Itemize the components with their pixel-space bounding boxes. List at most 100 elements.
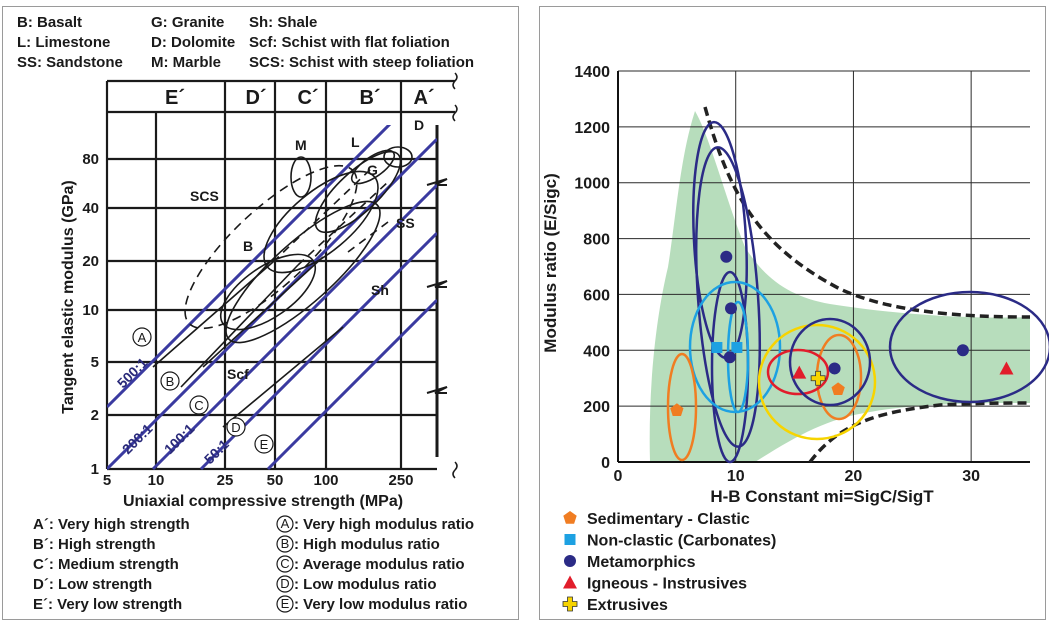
y-tick-1: 1 xyxy=(91,461,99,478)
legend-label-non-clastic-carbonates: Non-clastic (Carbonates) xyxy=(587,533,776,550)
y-tick-40: 40 xyxy=(82,200,99,217)
ratio-label-500: 500:1 xyxy=(114,354,151,391)
x-tick-25: 25 xyxy=(217,472,234,489)
y-tick-label: 200 xyxy=(583,399,610,416)
legend-limestone: L: Limestone xyxy=(17,34,110,51)
rock-label-d: D xyxy=(414,117,424,133)
legend-marker-non-clastic-carbonates xyxy=(564,534,576,545)
y-tick-5: 5 xyxy=(91,354,99,371)
rock-label-b: B xyxy=(243,238,253,254)
svg-text:C: C xyxy=(194,398,203,413)
envelope-area xyxy=(649,111,1030,462)
svg-text:A: A xyxy=(281,516,290,531)
data-points xyxy=(670,250,1014,416)
x-tick-label: 0 xyxy=(614,468,623,485)
ratio-legend: A : Very high modulus ratio B : High mod… xyxy=(276,515,474,613)
zone-label-e: E´ xyxy=(165,87,185,109)
right-chart-panel: 0 10 20 30 0 200 400 600 800 1000 1200 1400 H-B Con… xyxy=(539,6,1049,620)
svg-text:E´: Very low strength: E´: Very low strength xyxy=(33,596,182,613)
svg-text:: Very low modulus ratio: : Very low modulus ratio xyxy=(294,596,467,613)
point-igneous-instrusives xyxy=(792,365,807,379)
svg-text:: High modulus ratio: : High modulus ratio xyxy=(294,536,440,553)
y-tick-80: 80 xyxy=(82,151,99,168)
y-tick-label: 800 xyxy=(583,232,610,249)
svg-text:C´: Medium strength: C´: Medium strength xyxy=(33,556,179,573)
svg-text:B´: High strength: B´: High strength xyxy=(33,536,155,553)
x-tick-250: 250 xyxy=(388,472,413,489)
axis-break-3 xyxy=(426,386,448,394)
svg-text:A: A xyxy=(138,330,147,345)
legend-dolomite: D: Dolomite xyxy=(151,34,235,51)
y-tick-10: 10 xyxy=(82,302,99,319)
svg-text:: Average modulus ratio: : Average modulus ratio xyxy=(294,556,465,573)
x-tick-10: 10 xyxy=(148,472,165,489)
point-sedimentary-clastic xyxy=(831,382,845,395)
x-tick-5: 5 xyxy=(103,472,111,489)
ratio-circle-marks: A B C D E xyxy=(132,327,274,454)
right-gridlines xyxy=(617,70,1030,463)
point-non-clastic-carbonates xyxy=(731,341,743,353)
x-tick-label: 10 xyxy=(727,468,745,485)
zone-label-a: A´ xyxy=(413,87,434,109)
left-y-axis-title: Tangent elastic modulus (GPa) xyxy=(60,180,77,414)
point-sedimentary-clastic xyxy=(670,403,684,416)
legend-label-extrusives: Extrusives xyxy=(587,597,668,614)
svg-text:B: B xyxy=(281,536,290,551)
zone-label-c: C´ xyxy=(297,87,318,109)
x-tick-label: 30 xyxy=(962,468,980,485)
right-y-axis-title: Modulus ratio (E/Sigc) xyxy=(541,173,560,352)
right-axis-ticks: 0 10 20 30 0 200 400 600 800 1000 1200 1400 xyxy=(574,64,980,485)
right-x-axis-title: H-B Constant mi=SigC/SigT xyxy=(710,487,934,506)
y-tick-label: 0 xyxy=(601,455,610,472)
point-metamorphics xyxy=(723,351,736,364)
point-metamorphics xyxy=(956,344,969,357)
x-tick-label: 20 xyxy=(845,468,863,485)
legend-marker-sedimentary-clastic xyxy=(563,511,577,524)
right-chart-svg: 0 10 20 30 0 200 400 600 800 1000 1200 1400 H-B Con… xyxy=(541,64,1049,614)
right-legend: Sedimentary - Clastic Non-clastic (Carbon… xyxy=(562,511,776,614)
svg-text:D´: Low strength: D´: Low strength xyxy=(33,576,152,593)
y-tick-label: 600 xyxy=(583,287,610,304)
y-tick-label: 1400 xyxy=(574,64,610,81)
strength-legend: A´: Very high strength B´: High strength… xyxy=(33,516,190,613)
point-metamorphics xyxy=(720,250,733,263)
break-mark xyxy=(452,461,458,479)
zone-label-b: B´ xyxy=(359,87,380,109)
legend-marker-extrusives xyxy=(562,596,578,612)
rock-envelopes xyxy=(152,146,413,428)
svg-text:A´: Very high strength: A´: Very high strength xyxy=(33,516,190,533)
rock-label-l: L xyxy=(351,134,360,150)
legend-schist-steep: SCS: Schist with steep foliation xyxy=(249,54,474,71)
point-metamorphics xyxy=(725,302,738,315)
svg-text:: Low modulus ratio: : Low modulus ratio xyxy=(294,576,437,593)
legend-marker-metamorphics xyxy=(564,555,576,567)
point-extrusives xyxy=(810,370,826,386)
svg-text:D: D xyxy=(231,420,240,435)
point-igneous-instrusives xyxy=(999,361,1014,375)
break-mark xyxy=(452,104,458,122)
svg-text:B: B xyxy=(166,374,175,389)
legend-marker-igneous-instrusives xyxy=(563,575,577,589)
svg-text:: Very high modulus ratio: : Very high modulus ratio xyxy=(294,516,474,533)
legend-label-igneous-instrusives: Igneous - Instrusives xyxy=(587,576,747,593)
svg-text:C: C xyxy=(280,556,289,571)
axis-break-1 xyxy=(426,178,448,186)
x-tick-50: 50 xyxy=(267,472,284,489)
legend-sandstone: SS: Sandstone xyxy=(17,54,123,71)
legend-label-metamorphics: Metamorphics xyxy=(587,554,696,571)
legend-label-sedimentary-clastic: Sedimentary - Clastic xyxy=(587,511,750,528)
legend-schist-flat: Scf: Schist with flat foliation xyxy=(249,34,450,51)
lower-bound-curve xyxy=(808,401,1031,464)
svg-text:E: E xyxy=(260,437,269,452)
rock-label-sh: Sh xyxy=(371,282,389,298)
ratio-label-100: 100:1 xyxy=(161,420,198,457)
axis-break-2 xyxy=(426,280,448,288)
upper-bound-curve xyxy=(703,106,1031,319)
y-tick-label: 1200 xyxy=(574,120,610,137)
y-tick-20: 20 xyxy=(82,253,99,270)
y-tick-2: 2 xyxy=(91,407,99,424)
left-chart-panel: B: Basalt L: Limestone SS: Sandstone G: … xyxy=(2,6,519,620)
left-x-axis-title: Uniaxial compressive strength (MPa) xyxy=(123,493,403,510)
legend-granite: G: Granite xyxy=(151,14,224,31)
vertical-gridlines xyxy=(105,81,403,469)
